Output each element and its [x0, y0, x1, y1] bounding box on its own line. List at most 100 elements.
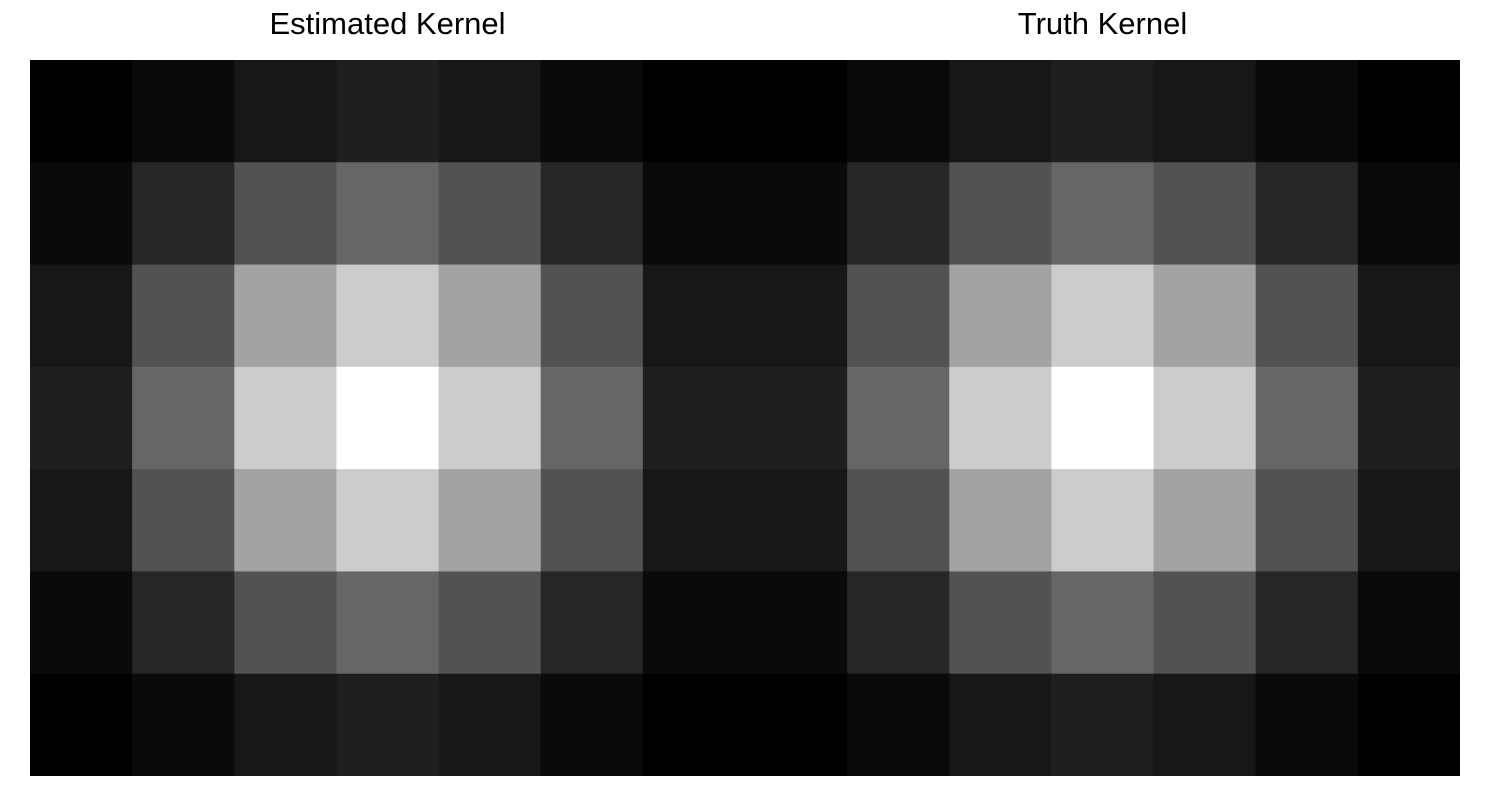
heatmap-cell: [132, 366, 235, 470]
heatmap-cell: [642, 60, 745, 163]
heatmap-cell: [1357, 60, 1460, 163]
heatmap-cell: [1153, 571, 1257, 675]
heatmap-cell: [540, 571, 644, 675]
heatmap-cell: [642, 366, 745, 470]
heatmap-cell: [745, 469, 848, 573]
heatmap-cell: [336, 469, 440, 573]
heatmap-cell: [30, 469, 133, 573]
heatmap-cell: [1357, 264, 1460, 368]
heatmap-cell: [234, 162, 338, 266]
heatmap-cell: [336, 60, 440, 163]
heatmap-cell: [745, 673, 848, 776]
heatmap-cell: [438, 366, 542, 470]
heatmap-cell: [336, 264, 440, 368]
estimated-kernel-title: Estimated Kernel: [269, 6, 506, 41]
heatmap-cell: [540, 264, 644, 368]
heatmap-cell: [234, 469, 338, 573]
heatmap-cell: [949, 469, 1053, 573]
heatmap-cell: [438, 571, 542, 675]
heatmap-cell: [1051, 469, 1155, 573]
heatmap-cell: [132, 60, 235, 163]
heatmap-cell: [1255, 571, 1359, 675]
heatmap-cell: [949, 162, 1053, 266]
heatmap-cell: [1153, 469, 1257, 573]
heatmap-cell: [30, 366, 133, 470]
heatmap-cell: [336, 366, 440, 470]
heatmap-cell: [132, 673, 235, 776]
heatmap-cell: [132, 469, 235, 573]
heatmap-cell: [847, 264, 950, 368]
heatmap-cell: [745, 162, 848, 266]
heatmap-cell: [1051, 60, 1155, 163]
heatmap-cell: [1357, 673, 1460, 776]
heatmap-cell: [1051, 366, 1155, 470]
heatmap-cell: [949, 264, 1053, 368]
heatmap-cell: [1255, 162, 1359, 266]
heatmap-cell: [234, 571, 338, 675]
heatmap-cell: [1255, 469, 1359, 573]
heatmap-cell: [847, 673, 950, 776]
heatmap-cell: [1153, 162, 1257, 266]
heatmap-cell: [1051, 162, 1155, 266]
heatmap-cell: [234, 366, 338, 470]
heatmap-cell: [1255, 673, 1359, 776]
heatmap-cell: [847, 469, 950, 573]
heatmap-cell: [1051, 571, 1155, 675]
heatmap-cell: [234, 264, 338, 368]
estimated-kernel-heatmap: [30, 60, 745, 776]
heatmap-cell: [132, 571, 235, 675]
heatmap-cell: [540, 366, 644, 470]
heatmap-cell: [336, 162, 440, 266]
heatmap-cell: [1357, 162, 1460, 266]
heatmap-cell: [745, 264, 848, 368]
heatmap-cell: [540, 673, 644, 776]
heatmap-cell: [1153, 366, 1257, 470]
heatmap-cell: [1051, 673, 1155, 776]
heatmap-cell: [745, 366, 848, 470]
heatmap-cell: [132, 264, 235, 368]
heatmap-cell: [1255, 366, 1359, 470]
heatmap-cell: [438, 673, 542, 776]
heatmap-cell: [1255, 60, 1359, 163]
heatmap-cell: [438, 60, 542, 163]
heatmap-cell: [949, 60, 1053, 163]
heatmap-cell: [132, 162, 235, 266]
heatmap-cell: [1051, 264, 1155, 368]
heatmap-cell: [847, 60, 950, 163]
heatmap-cell: [642, 264, 745, 368]
truth-kernel-title: Truth Kernel: [1017, 6, 1188, 41]
heatmap-cell: [1153, 673, 1257, 776]
heatmap-cell: [642, 673, 745, 776]
heatmap-cell: [438, 469, 542, 573]
heatmap-cell: [1255, 264, 1359, 368]
heatmap-cell: [847, 571, 950, 675]
heatmap-cell: [642, 571, 745, 675]
heatmap-cell: [847, 162, 950, 266]
heatmap-cell: [234, 673, 338, 776]
heatmap-cell: [1357, 469, 1460, 573]
heatmap-cell: [847, 366, 950, 470]
heatmap-cell: [540, 162, 644, 266]
truth-kernel-heatmap: [745, 60, 1460, 776]
heatmap-cell: [1153, 60, 1257, 163]
heatmap-cell: [540, 60, 644, 163]
heatmap-cell: [642, 162, 745, 266]
heatmap-cell: [30, 60, 133, 163]
heatmap-cell: [30, 571, 133, 675]
heatmap-cell: [1357, 571, 1460, 675]
heatmap-cell: [438, 264, 542, 368]
heatmap-cell: [642, 469, 745, 573]
heatmap-cell: [336, 673, 440, 776]
heatmap-cell: [540, 469, 644, 573]
heatmap-cell: [1153, 264, 1257, 368]
heatmap-cell: [745, 60, 848, 163]
heatmap-cell: [438, 162, 542, 266]
heatmap-cell: [949, 366, 1053, 470]
heatmap-cell: [336, 571, 440, 675]
heatmap-cell: [30, 673, 133, 776]
heatmap-cell: [745, 571, 848, 675]
heatmap-cell: [30, 264, 133, 368]
heatmap-cell: [1357, 366, 1460, 470]
heatmap-cell: [30, 162, 133, 266]
heatmap-cell: [949, 571, 1053, 675]
